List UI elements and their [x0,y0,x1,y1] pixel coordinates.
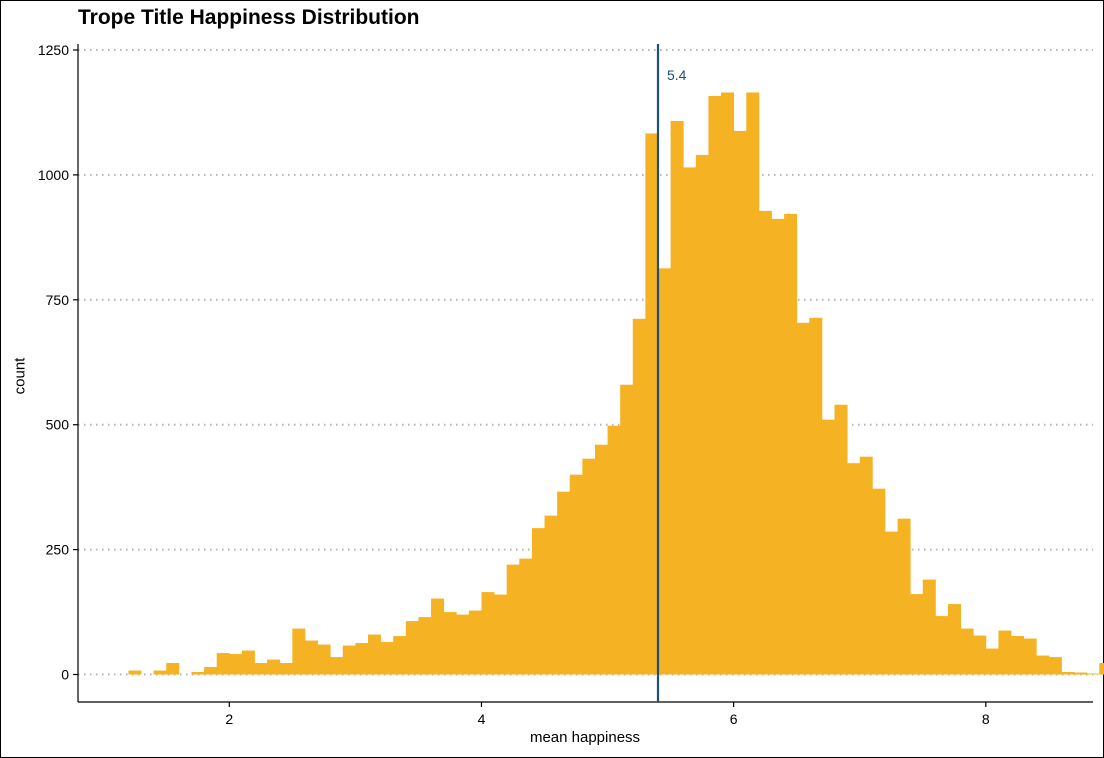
histogram-bar [241,650,255,675]
histogram-bar [594,444,608,675]
histogram-bar [960,628,974,675]
x-tick-label: 6 [730,711,738,727]
histogram-bar [1074,672,1088,675]
histogram-bar [191,672,205,675]
histogram-bar [267,659,281,675]
histogram-bar [279,663,293,675]
histogram-bar [872,488,886,675]
histogram-bar [834,404,848,675]
histogram-bar [431,598,445,675]
histogram-bar [771,218,785,675]
histogram-bar [733,130,747,675]
histogram-bar [418,617,432,675]
histogram-bar [368,634,382,675]
histogram-bar [506,564,520,675]
histogram-bar [204,667,218,675]
histogram-bar [229,654,243,675]
histogram-bar [569,474,583,675]
histogram-bar [481,592,495,675]
histogram-bar [1023,638,1037,675]
x-tick-label: 4 [478,711,486,727]
histogram-bar [973,635,987,675]
histogram-bar [645,133,659,675]
histogram-bar [998,630,1012,675]
histogram-bar [884,531,898,675]
histogram-bar [468,610,482,675]
histogram-bar [708,95,722,675]
y-tick-label: 500 [46,417,70,433]
histogram-bar [1099,663,1104,675]
histogram-bar [405,621,419,675]
histogram-bar [153,670,167,675]
axes: 0 250 500 750 1000 1250 2 4 6 8 [38,42,1093,727]
histogram-bar [796,322,810,675]
histogram-bar [304,640,318,675]
x-tick-label: 2 [225,711,233,727]
histogram-bar [355,643,369,675]
histogram-bar [607,425,621,675]
histogram-bar [1036,655,1050,675]
histogram-bar [494,594,508,675]
histogram-bar [897,518,911,675]
histogram-bar [670,120,684,675]
histogram-bar [695,154,709,675]
histogram-bar [317,644,331,675]
histogram-bar [632,318,646,675]
histogram-bar [985,648,999,675]
histogram-bar [1011,636,1025,675]
histogram-bar [557,491,571,675]
histogram-bar [443,612,457,675]
histogram-bar [531,528,545,675]
histogram-bar [544,515,558,675]
histogram-bar [166,663,180,675]
histogram-bar [658,268,672,675]
histogram-bar [922,579,936,675]
y-tick-label: 750 [46,292,70,308]
histogram-bars [128,92,1104,675]
y-tick-label: 1250 [38,42,69,58]
y-tick-label: 0 [61,667,69,683]
histogram-bar [620,384,634,675]
histogram-bar [380,642,394,675]
histogram-bar [847,463,861,675]
histogram-bar [1048,657,1062,675]
histogram-bar [456,614,470,675]
y-tick-label: 250 [46,542,70,558]
histogram-bar [784,213,798,675]
histogram-bar [342,645,356,675]
chart-title: Trope Title Happiness Distribution [78,6,420,29]
histogram-bar [746,92,760,675]
histogram-bar [821,419,835,675]
histogram-bar [393,636,407,675]
histogram-bar [758,210,772,675]
histogram-bar [948,604,962,675]
histogram-bar [809,317,823,675]
histogram-bar [330,657,344,675]
histogram-bar [1061,672,1075,675]
x-axis-label: mean happiness [529,729,641,746]
histogram-bar [935,616,949,675]
histogram-bar [1086,673,1100,675]
histogram-bar [859,456,873,675]
mean-line-group: 5.4 [656,44,687,702]
mean-line-label: 5.4 [667,67,687,83]
y-tick-label: 1000 [38,167,69,183]
histogram-bar [683,167,697,675]
histogram-bar [128,670,142,675]
histogram-bar [292,628,306,675]
histogram-bar [582,458,596,675]
histogram-bar [254,663,268,675]
histogram-bar [910,594,924,675]
histogram-bar [721,92,735,675]
histogram-bar [519,558,533,675]
histogram-bar [216,653,230,675]
x-tick-label: 8 [982,711,990,727]
